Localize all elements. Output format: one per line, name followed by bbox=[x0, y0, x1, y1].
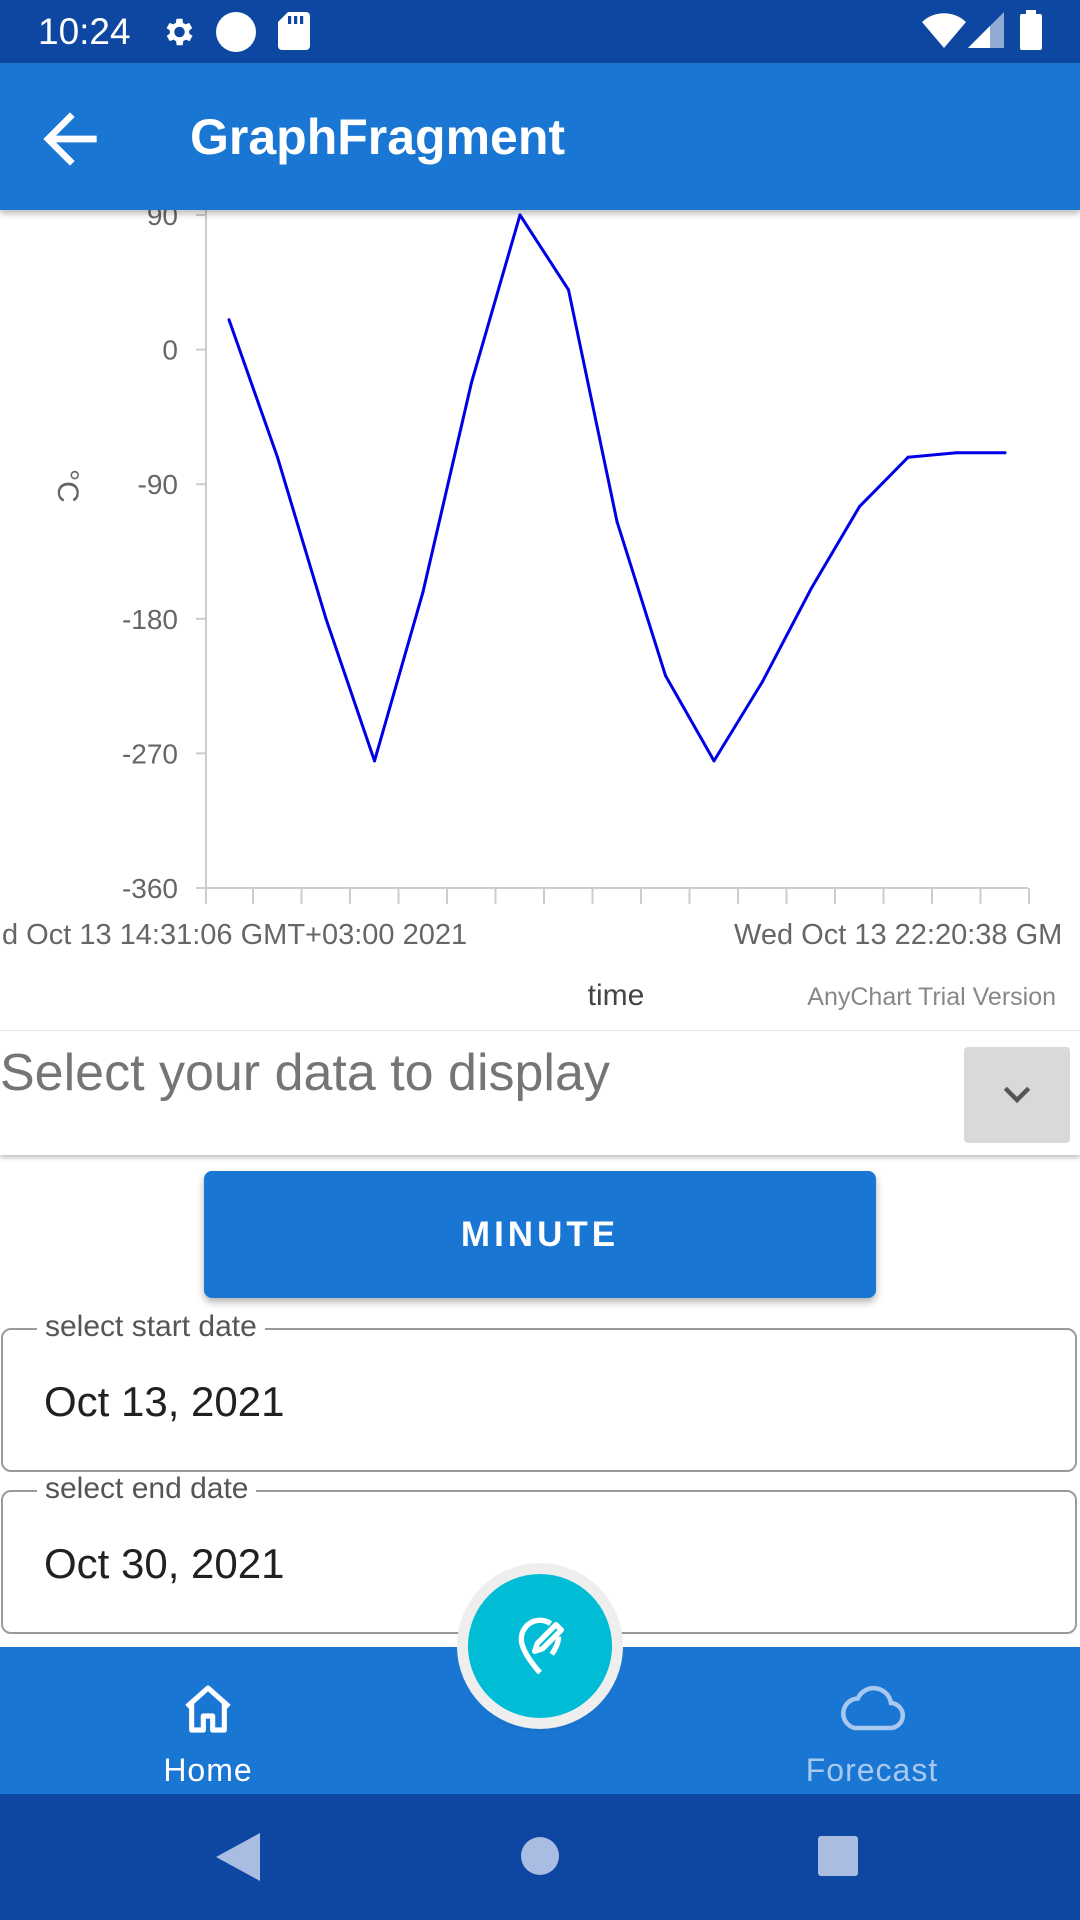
start-date-value: Oct 13, 2021 bbox=[44, 1378, 285, 1425]
y-tick-label: -180 bbox=[122, 604, 178, 635]
circle-icon bbox=[216, 12, 256, 52]
data-point bbox=[858, 505, 861, 509]
data-point bbox=[227, 318, 231, 322]
data-point bbox=[276, 455, 279, 459]
y-tick-label: 90 bbox=[147, 210, 178, 231]
nav-item-home[interactable]: Home bbox=[58, 1647, 358, 1794]
end-date-value: Oct 30, 2021 bbox=[44, 1540, 285, 1587]
end-date-field[interactable]: select end date Oct 30, 2021 bbox=[1, 1472, 1077, 1634]
y-tick-label: -270 bbox=[122, 738, 178, 769]
data-point bbox=[373, 759, 376, 763]
app-bar: GraphFragment bbox=[0, 63, 1080, 210]
home-circle-icon[interactable] bbox=[521, 1837, 559, 1875]
y-tick-label: -360 bbox=[122, 873, 178, 904]
recents-square-icon[interactable] bbox=[818, 1836, 858, 1876]
x-tick-label-end: Wed Oct 13 22:20:38 GM bbox=[734, 919, 1062, 951]
data-point bbox=[761, 680, 764, 684]
y-tick-label: -90 bbox=[138, 469, 178, 500]
chevron-down-icon bbox=[1003, 1086, 1031, 1104]
system-navigation-bar bbox=[0, 1794, 1080, 1920]
start-date-field[interactable]: select start date Oct 13, 2021 bbox=[1, 1310, 1077, 1472]
data-point bbox=[470, 381, 473, 385]
home-icon bbox=[185, 1685, 231, 1733]
data-point bbox=[1003, 451, 1007, 455]
status-time: 10:24 bbox=[38, 11, 131, 52]
x-axis-title: time bbox=[588, 979, 645, 1012]
y-axis-title: °C bbox=[51, 469, 84, 503]
back-triangle-icon[interactable] bbox=[216, 1833, 260, 1881]
edit-location-fab[interactable] bbox=[468, 1574, 612, 1718]
y-tick-label: 0 bbox=[162, 335, 178, 366]
end-date-label: select end date bbox=[37, 1472, 257, 1506]
select-placeholder: Select your data to display bbox=[0, 1044, 610, 1102]
gear-icon bbox=[166, 18, 193, 46]
edit-location-icon bbox=[518, 1617, 564, 1675]
data-point bbox=[324, 617, 328, 621]
temperature-chart: 90 0 -90 -180 -270 -360 °C d Oct 13 14:31:06 … bbox=[2, 210, 1062, 1012]
data-point bbox=[421, 590, 425, 594]
dropdown-button[interactable] bbox=[964, 1047, 1070, 1143]
page-title: GraphFragment bbox=[190, 109, 566, 165]
data-point bbox=[567, 288, 570, 292]
data-point bbox=[809, 587, 813, 591]
nav-item-forecast[interactable]: Forecast bbox=[722, 1647, 1022, 1794]
data-select[interactable]: Select your data to display bbox=[0, 1030, 1080, 1155]
wifi-icon bbox=[922, 13, 966, 48]
data-point bbox=[712, 759, 716, 763]
back-button[interactable] bbox=[30, 99, 110, 179]
sd-card-icon bbox=[278, 12, 310, 50]
data-point bbox=[664, 674, 667, 678]
battery-icon bbox=[1020, 10, 1042, 50]
data-point bbox=[615, 520, 619, 524]
bottom-navigation: Home Forecast bbox=[0, 1647, 1080, 1794]
minute-button[interactable]: MINUTE bbox=[204, 1171, 876, 1298]
data-point bbox=[906, 455, 910, 459]
status-bar: 10:24 bbox=[0, 0, 1080, 63]
data-point bbox=[955, 451, 958, 455]
nav-label-home: Home bbox=[163, 1752, 253, 1788]
start-date-label: select start date bbox=[37, 1310, 265, 1344]
cloud-icon bbox=[841, 1685, 905, 1731]
series-line bbox=[227, 213, 1005, 763]
x-tick-label-start: d Oct 13 14:31:06 GMT+03:00 2021 bbox=[2, 919, 467, 951]
data-point bbox=[518, 213, 522, 217]
nav-label-forecast: Forecast bbox=[805, 1752, 939, 1788]
chart-watermark: AnyChart Trial Version bbox=[807, 983, 1056, 1011]
arrow-left-icon bbox=[43, 112, 97, 166]
signal-icon bbox=[968, 12, 1004, 48]
